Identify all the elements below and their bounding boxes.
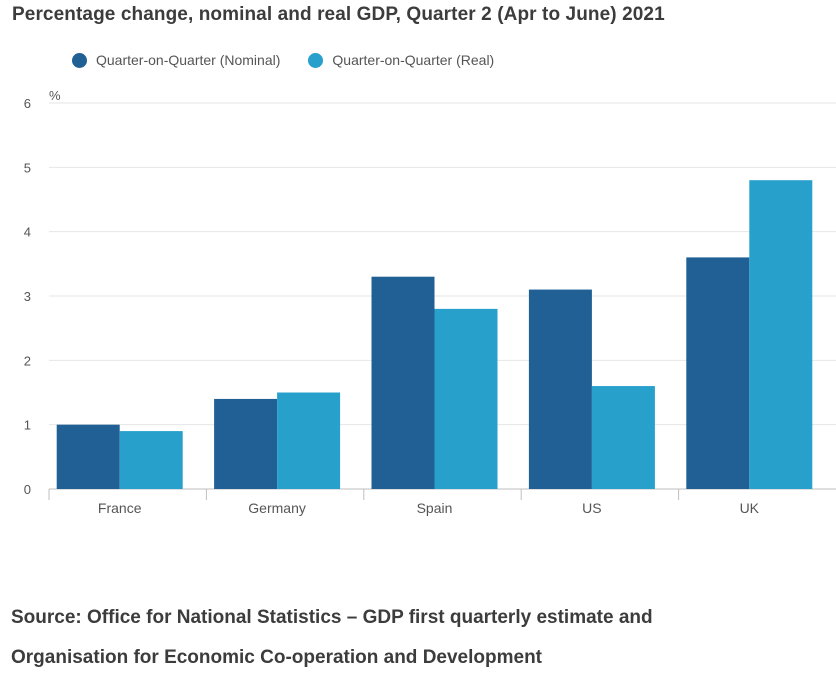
y-tick-label: 2 xyxy=(24,353,31,368)
bar-real-spain xyxy=(434,308,498,489)
bar-real-france xyxy=(119,431,183,489)
x-tick-label: France xyxy=(98,500,142,516)
y-tick-label: 1 xyxy=(24,418,31,433)
bar-chart: 0 1 2 3 4 5 6% France Germany Spain US UK xyxy=(24,88,836,516)
bar-nominal-germany xyxy=(214,398,278,489)
legend-swatch-nominal xyxy=(72,52,87,68)
x-tick-label: Germany xyxy=(248,500,306,516)
source-note: Source: Office for National Statistics –… xyxy=(11,598,653,678)
y-axis-label: % xyxy=(49,88,61,103)
legend-label-nominal: Quarter-on-Quarter (Nominal) xyxy=(96,52,281,68)
bar-nominal-uk xyxy=(686,257,750,489)
source-line-1: Source: Office for National Statistics –… xyxy=(11,607,653,628)
bar-nominal-france xyxy=(56,424,120,489)
y-tick-label: 4 xyxy=(24,225,31,240)
y-tick-label: 0 xyxy=(24,482,31,497)
bar-real-uk xyxy=(749,180,813,489)
y-tick-label: 6 xyxy=(24,96,31,111)
bar-nominal-us xyxy=(528,289,592,489)
chart-title: Percentage change, nominal and real GDP,… xyxy=(12,4,665,25)
legend-label-real: Quarter-on-Quarter (Real) xyxy=(332,52,495,68)
legend-item-real: Quarter-on-Quarter (Real) xyxy=(308,52,494,68)
x-tick-label: Spain xyxy=(417,500,453,516)
x-tick-label: UK xyxy=(740,500,760,516)
y-tick-label: 5 xyxy=(24,160,31,175)
y-tick-label: 3 xyxy=(24,289,31,304)
bar-real-germany xyxy=(277,392,341,489)
legend-item-nominal: Quarter-on-Quarter (Nominal) xyxy=(72,52,280,68)
legend-swatch-real xyxy=(308,52,324,68)
bar-nominal-spain xyxy=(371,276,435,489)
chart-legend: Quarter-on-Quarter (Nominal) Quarter-on-… xyxy=(72,52,522,68)
x-tick-label: US xyxy=(582,500,601,516)
source-line-2: Organisation for Economic Co-operation a… xyxy=(11,647,542,668)
bar-real-us xyxy=(591,386,655,489)
